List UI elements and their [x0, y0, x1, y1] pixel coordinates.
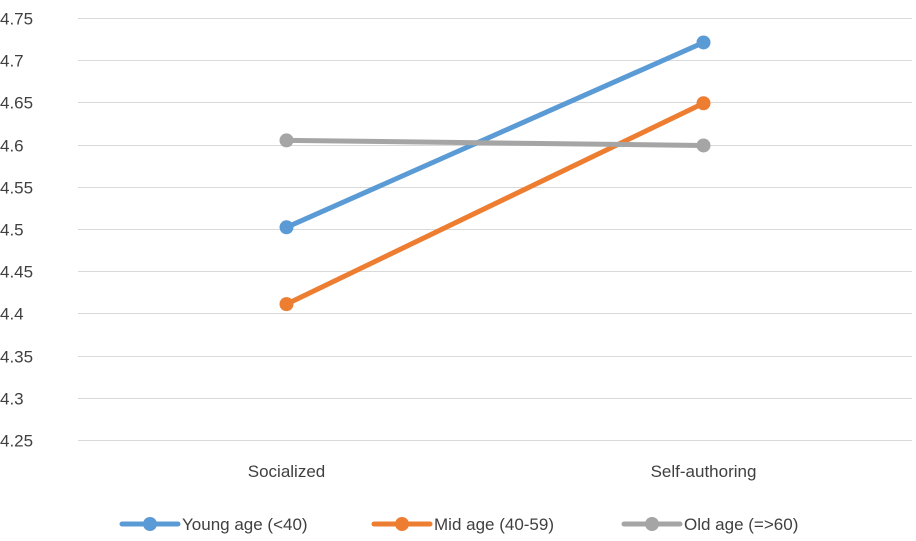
- legend-swatch-marker: [143, 517, 157, 531]
- y-tick-label: 4.55: [0, 179, 33, 198]
- y-tick-label: 4.35: [0, 348, 33, 367]
- y-tick-label: 4.75: [0, 10, 33, 29]
- data-point: [696, 138, 711, 153]
- legend-item: Mid age (40-59): [371, 515, 554, 534]
- legend-item: Old age (=>60): [621, 515, 798, 534]
- series-line: [284, 100, 706, 307]
- series-line: [284, 137, 706, 148]
- gridlines: [78, 18, 912, 441]
- y-tick-label: 4.25: [0, 432, 33, 451]
- legend-swatch-marker: [645, 517, 659, 531]
- data-point: [279, 220, 294, 235]
- y-tick-label: 4.65: [0, 94, 33, 113]
- legend-label: Old age (=>60): [684, 515, 798, 534]
- data-point: [696, 96, 711, 111]
- data-point: [279, 133, 294, 148]
- y-axis-tick-labels: 4.25 4.3 4.35 4.4 4.45 4.5 4.55 4.6 4.65 4.7 4.75: [0, 10, 33, 451]
- legend-label: Young age (<40): [182, 515, 308, 534]
- y-tick-label: 4.6: [0, 137, 24, 156]
- series-2: [279, 96, 711, 312]
- legend: Young age (<40) Mid age (40-59) Old age (=…: [119, 515, 798, 534]
- y-tick-label: 4.7: [0, 52, 24, 71]
- y-tick-label: 4.3: [0, 390, 24, 409]
- y-tick-label: 4.4: [0, 305, 24, 324]
- legend-item: Young age (<40): [119, 515, 308, 534]
- y-tick-label: 4.45: [0, 263, 33, 282]
- series-line: [284, 39, 706, 230]
- data-point: [696, 35, 711, 50]
- series-lines: [279, 35, 711, 312]
- x-axis-category-labels: Socialized Self-authoring: [248, 462, 757, 481]
- series-1: [279, 35, 711, 235]
- x-category-label: Self-authoring: [651, 462, 757, 481]
- y-tick-label: 4.5: [0, 221, 24, 240]
- legend-label: Mid age (40-59): [434, 515, 554, 534]
- x-category-label: Socialized: [248, 462, 326, 481]
- series-3: [279, 133, 711, 153]
- legend-swatch-marker: [395, 517, 409, 531]
- data-point: [279, 297, 294, 312]
